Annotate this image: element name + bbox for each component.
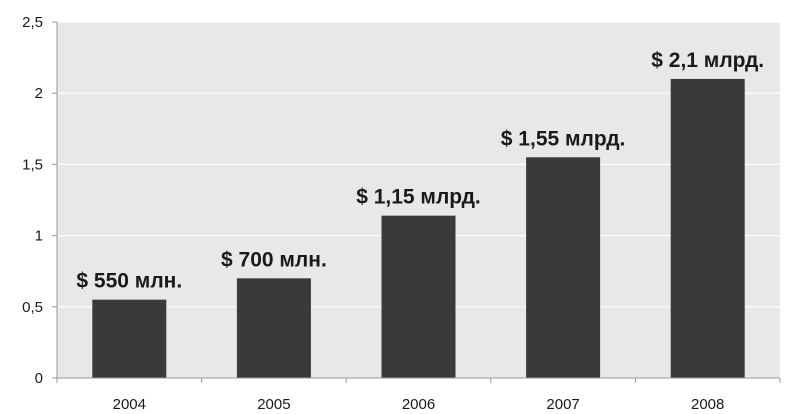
y-tick-label: 1	[35, 228, 43, 245]
data-label-2004: $ 550 млн.	[76, 270, 182, 293]
x-axis-ticks: 2004 2005 2006 2007 2008	[56, 378, 781, 413]
axes	[56, 22, 780, 379]
bar-2006	[381, 215, 456, 378]
x-tick-label-2008: 2008	[691, 396, 724, 413]
data-label-2008: $ 2,1 млрд.	[651, 49, 764, 72]
x-tick-label-2004: 2004	[113, 396, 146, 413]
bar-2005	[236, 278, 311, 378]
x-tick-label-2006: 2006	[402, 396, 435, 413]
y-tick-label: 0	[35, 370, 43, 387]
y-tick-label: 2,5	[22, 14, 43, 31]
data-label-2007: $ 1,55 млрд.	[501, 127, 626, 150]
y-tick-label: 0,5	[22, 299, 43, 316]
data-labels: $ 550 млн. $ 700 млн. $ 1,15 млрд. $ 1,55 м…	[76, 49, 764, 293]
bar-2004	[92, 299, 167, 378]
y-axis-ticks: 0 0,5 1 1,5 2 2,5	[22, 14, 57, 387]
bars	[92, 78, 745, 379]
y-tick-label: 2	[35, 85, 43, 102]
y-tick-label: 1,5	[22, 156, 43, 173]
data-label-2005: $ 700 млн.	[221, 248, 327, 271]
x-tick-label-2007: 2007	[546, 396, 579, 413]
data-label-2006: $ 1,15 млрд.	[356, 186, 481, 209]
bar-2008	[670, 78, 745, 379]
x-tick-label-2005: 2005	[257, 396, 290, 413]
bar-2007	[526, 157, 601, 378]
